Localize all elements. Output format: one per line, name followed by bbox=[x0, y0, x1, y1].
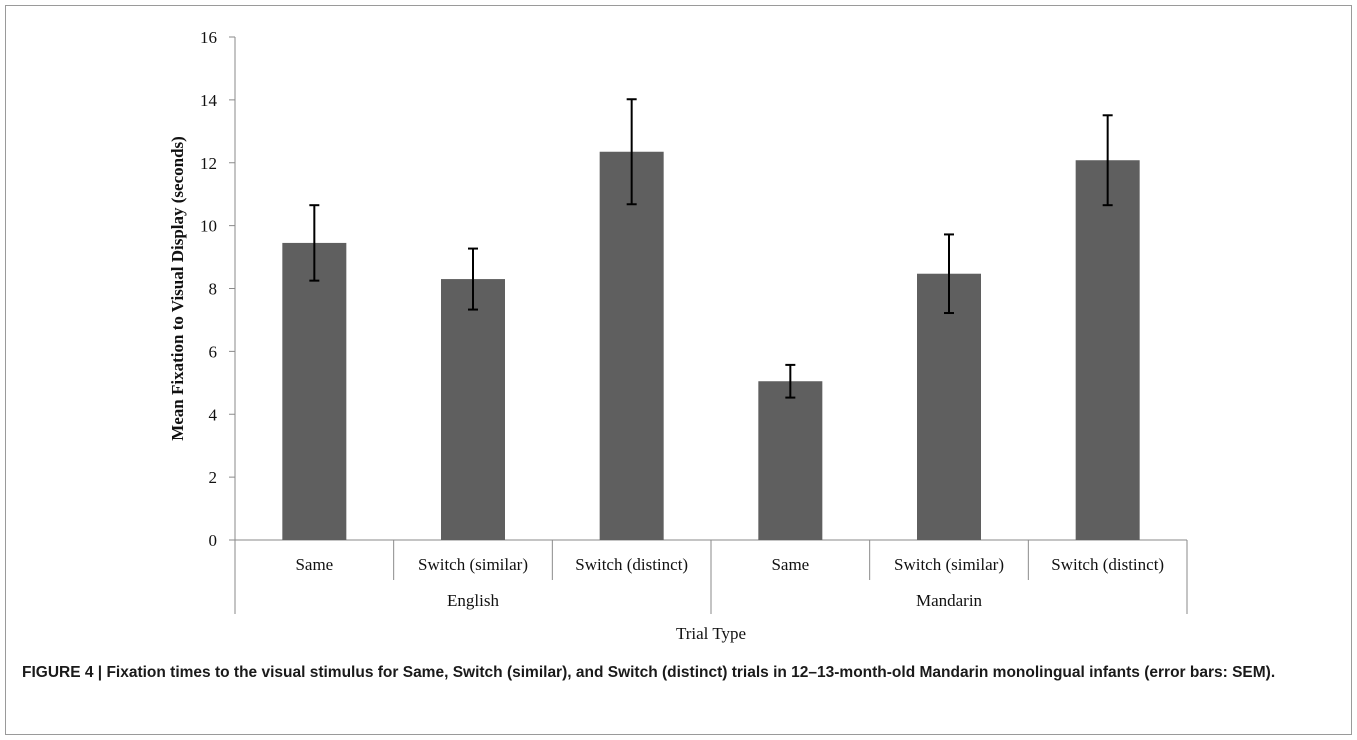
x-group-label: Mandarin bbox=[916, 591, 983, 610]
bar bbox=[441, 279, 505, 540]
y-tick-label: 0 bbox=[209, 531, 218, 550]
bar bbox=[599, 151, 664, 540]
x-category-label: Same bbox=[771, 555, 809, 574]
y-tick-label: 12 bbox=[200, 154, 217, 173]
y-tick-label: 2 bbox=[209, 468, 218, 487]
caption-label: FIGURE 4 | bbox=[22, 664, 103, 681]
x-category-label: Switch (distinct) bbox=[1051, 555, 1164, 574]
y-tick-label: 10 bbox=[200, 217, 217, 236]
x-category-label: Same bbox=[295, 555, 333, 574]
x-category-label: Switch (similar) bbox=[894, 555, 1004, 574]
y-axis-title: Mean Fixation to Visual Display (seconds… bbox=[168, 136, 187, 441]
y-tick-label: 6 bbox=[209, 342, 218, 361]
caption-text: Fixation times to the visual stimulus fo… bbox=[106, 664, 1276, 681]
y-tick-label: 16 bbox=[200, 28, 217, 47]
y-tick-label: 14 bbox=[200, 91, 218, 110]
bar bbox=[1075, 160, 1140, 541]
bar-chart: 0 2 4 6 8 10 12 14 16 Mean Fixation to Visual Dis… bbox=[168, 28, 1188, 643]
bar bbox=[758, 381, 823, 540]
x-category-label: Switch (similar) bbox=[418, 555, 528, 574]
x-category-label: Switch (distinct) bbox=[575, 555, 688, 574]
bar bbox=[282, 242, 347, 540]
x-group-label: English bbox=[447, 591, 499, 610]
y-tick-label: 8 bbox=[209, 280, 218, 299]
bar bbox=[917, 273, 981, 540]
figure-caption: FIGURE 4 | Fixation times to the visual … bbox=[22, 662, 1322, 684]
x-axis-title: Trial Type bbox=[676, 624, 746, 643]
y-tick-label: 4 bbox=[209, 405, 218, 424]
